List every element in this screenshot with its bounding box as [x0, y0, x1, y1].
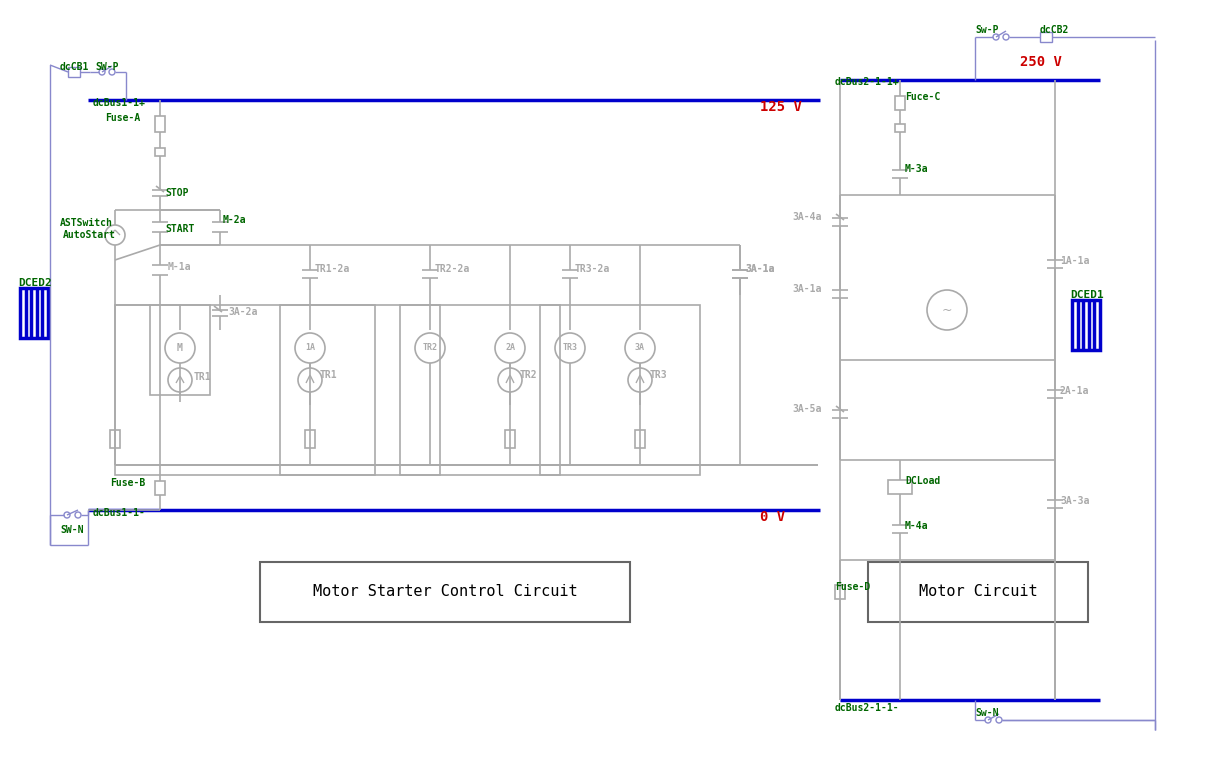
Text: DCLoad: DCLoad [905, 476, 940, 486]
Bar [116, 305, 375, 475]
Text: 250 V: 250 V [1020, 55, 1062, 69]
Text: START: START [165, 224, 195, 234]
Text: dcBus2-1-1+: dcBus2-1-1+ [835, 77, 900, 87]
Bar [835, 585, 845, 599]
Text: DCED2: DCED2 [18, 278, 52, 288]
Text: 125 V: 125 V [760, 100, 801, 114]
Text: dcBus1-1+: dcBus1-1+ [92, 98, 146, 108]
Text: 3A-4a: 3A-4a [792, 212, 821, 222]
Text: Motor Starter Control Circuit: Motor Starter Control Circuit [313, 584, 578, 600]
Bar [505, 430, 516, 448]
Text: 3A: 3A [635, 344, 644, 352]
Text: 2A: 2A [505, 344, 516, 352]
Text: TR2: TR2 [520, 370, 537, 380]
Text: TR2-2a: TR2-2a [435, 264, 471, 274]
Bar [868, 562, 1088, 622]
Text: 3A-5a: 3A-5a [792, 404, 821, 414]
Text: M: M [178, 343, 182, 353]
Text: TR1-2a: TR1-2a [315, 264, 350, 274]
Text: Fuce-C: Fuce-C [905, 92, 940, 102]
Bar [19, 288, 47, 338]
Bar [1040, 32, 1052, 42]
Text: 3A-2a: 3A-2a [229, 307, 258, 317]
Bar [400, 305, 561, 475]
Text: 2A-1a: 2A-1a [1060, 386, 1090, 396]
Text: 3A-3a: 3A-3a [1060, 496, 1090, 506]
Text: M-3a: M-3a [905, 164, 929, 174]
Bar [635, 430, 644, 448]
Text: dcCB1: dcCB1 [60, 62, 89, 72]
Bar [154, 481, 165, 495]
Text: TR1: TR1 [195, 372, 212, 382]
Text: 1A: 1A [305, 344, 315, 352]
Text: Fuse-B: Fuse-B [109, 478, 145, 488]
Bar [540, 305, 700, 475]
Text: 3A-1a: 3A-1a [745, 264, 775, 274]
Text: TR1: TR1 [320, 370, 338, 380]
Text: dcBus2-1-1-: dcBus2-1-1- [835, 703, 900, 713]
Text: Sw-N: Sw-N [975, 708, 998, 718]
Bar [260, 562, 630, 622]
Text: STOP: STOP [165, 188, 188, 198]
Text: Fuse-A: Fuse-A [105, 113, 140, 123]
Text: ASTSwitch: ASTSwitch [60, 218, 113, 228]
Bar [888, 480, 912, 494]
Bar [154, 116, 165, 132]
Text: TR2: TR2 [422, 344, 438, 352]
Text: Fuse-D: Fuse-D [835, 582, 871, 592]
Text: DCED1: DCED1 [1070, 290, 1104, 300]
Bar [280, 305, 440, 475]
Text: dcCB2: dcCB2 [1040, 25, 1069, 35]
Text: Sw-P: Sw-P [975, 25, 998, 35]
Bar [1073, 300, 1100, 350]
Bar [109, 430, 120, 448]
Text: 3A-1a: 3A-1a [745, 264, 775, 274]
Text: TR3-2a: TR3-2a [575, 264, 610, 274]
Text: Motor Circuit: Motor Circuit [918, 584, 1037, 600]
Bar [895, 124, 905, 132]
Text: 1A-1a: 1A-1a [1060, 256, 1090, 266]
Text: AutoStart: AutoStart [63, 230, 116, 240]
Text: TR3: TR3 [651, 370, 668, 380]
Text: M-1a: M-1a [168, 262, 191, 272]
Bar [305, 430, 315, 448]
Text: M-2a: M-2a [223, 215, 247, 225]
Bar [150, 305, 210, 395]
Text: dcBus1-1-: dcBus1-1- [92, 508, 146, 518]
Text: SW-P: SW-P [95, 62, 118, 72]
Text: ~: ~ [941, 304, 952, 317]
Bar [68, 67, 80, 77]
Text: TR3: TR3 [563, 344, 578, 352]
Text: 0 V: 0 V [760, 510, 786, 524]
Bar [895, 96, 905, 110]
Bar [154, 148, 165, 156]
Text: M-4a: M-4a [905, 521, 929, 531]
Text: SW-N: SW-N [60, 525, 84, 535]
Text: 3A-1a: 3A-1a [792, 284, 821, 294]
